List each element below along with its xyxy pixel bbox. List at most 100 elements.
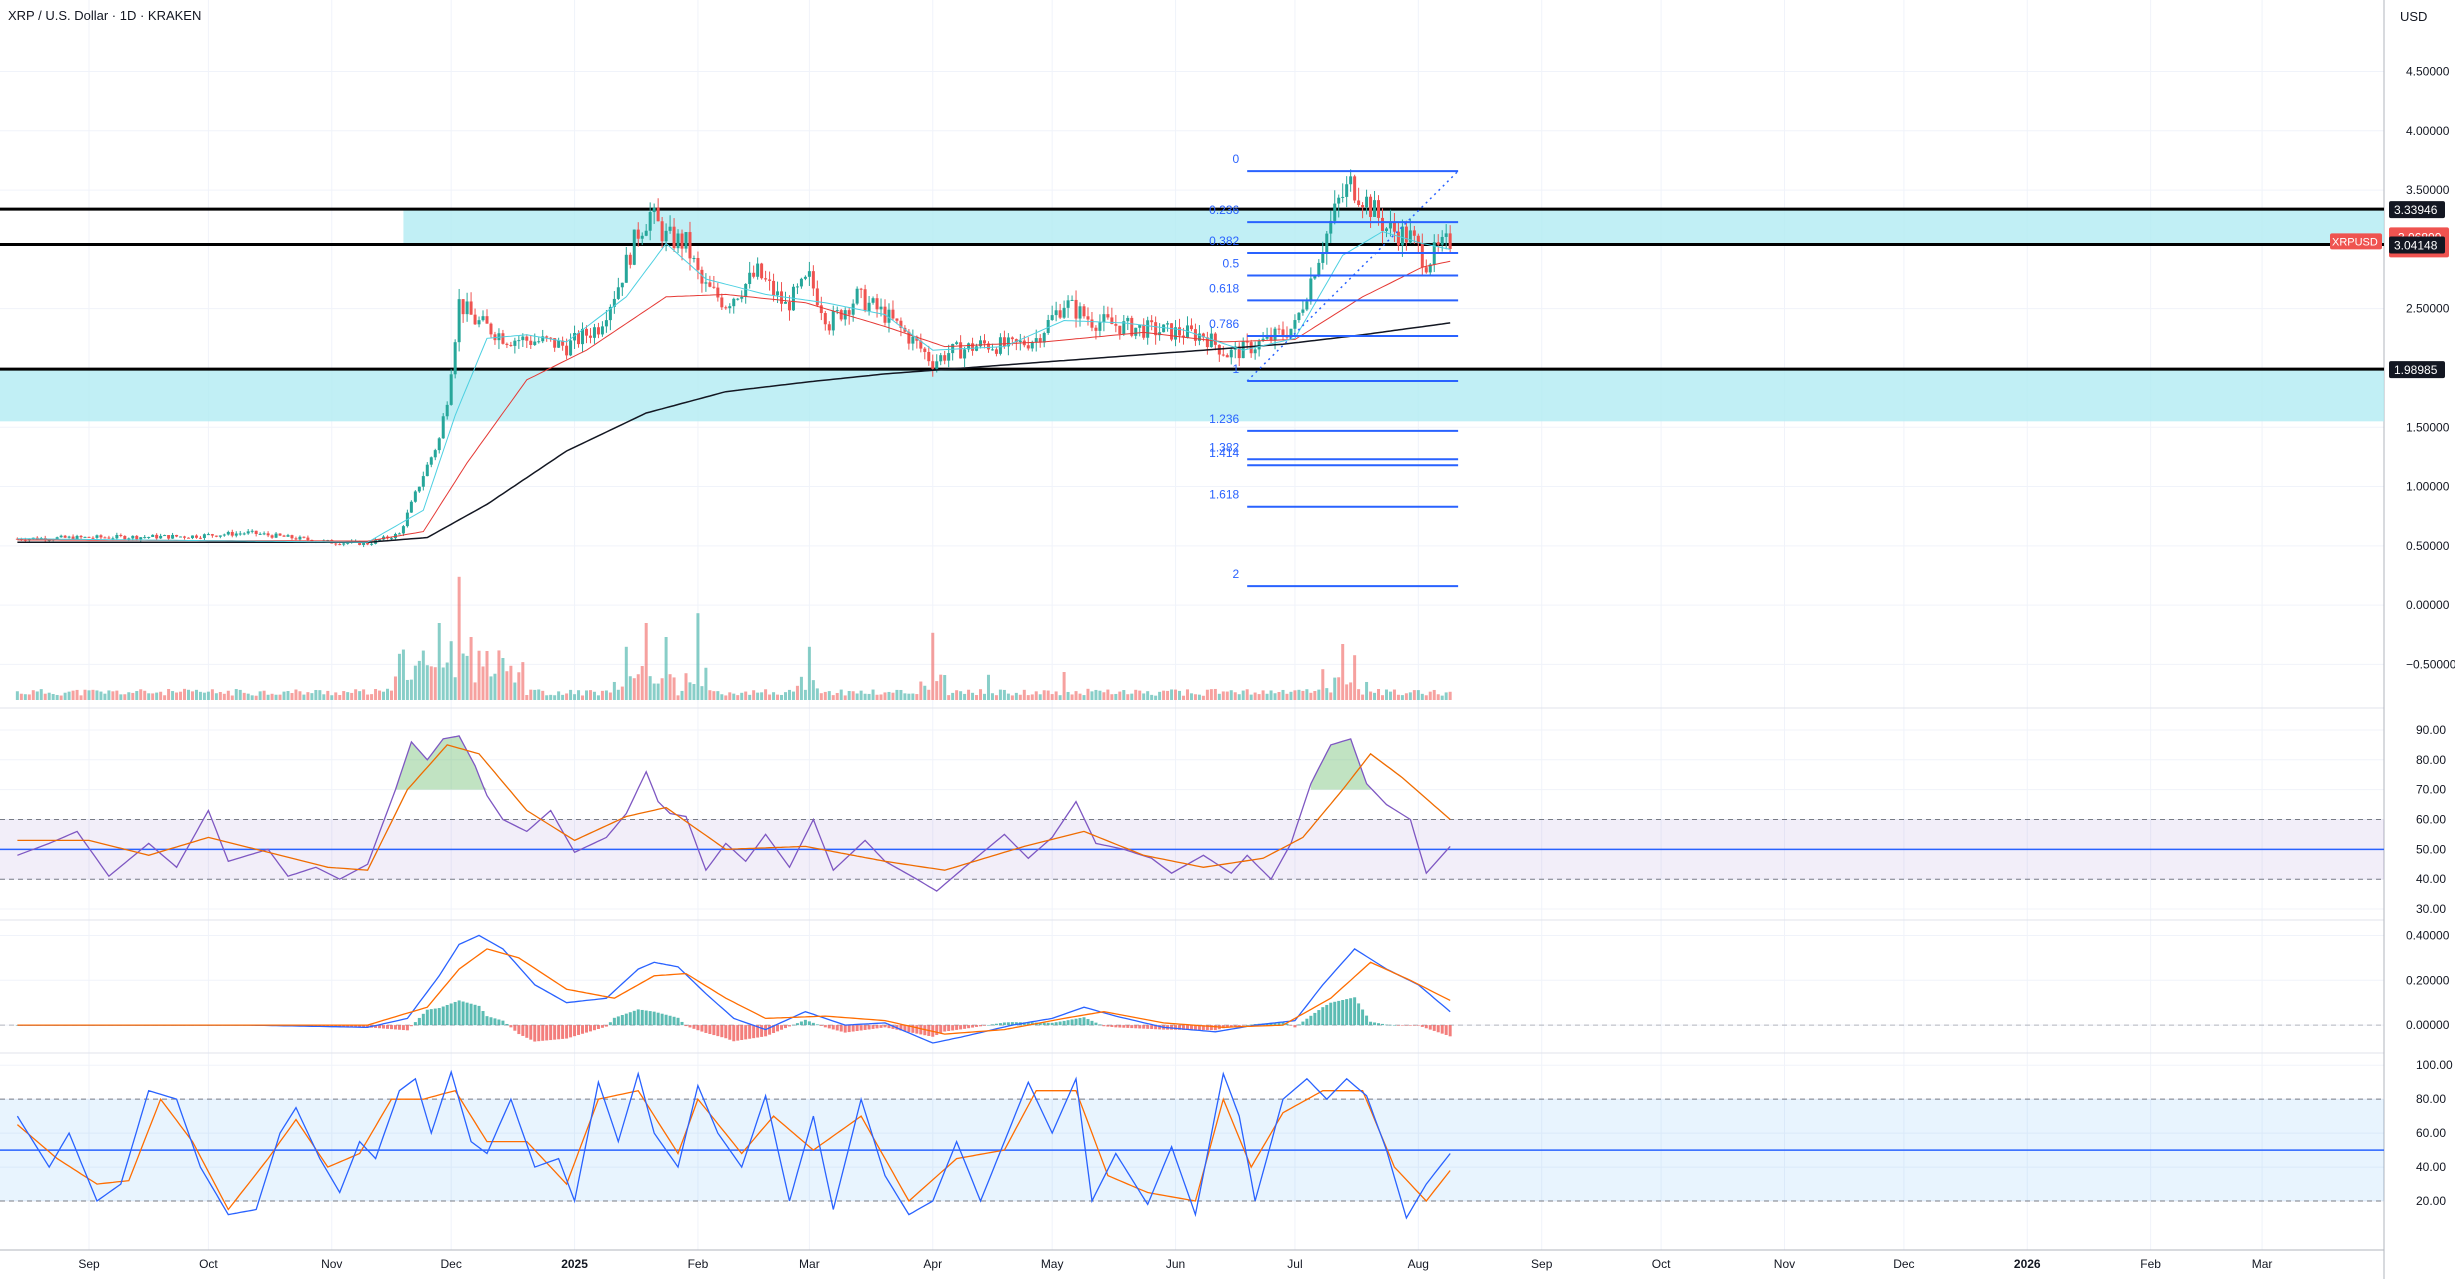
candle-body[interactable] (863, 289, 867, 312)
candle-body[interactable] (592, 327, 596, 338)
candle-body[interactable] (700, 269, 704, 284)
candle-body[interactable] (823, 313, 827, 325)
candle-body[interactable] (1273, 328, 1277, 341)
candle-body[interactable] (1448, 233, 1452, 249)
candle-body[interactable] (1213, 333, 1217, 345)
candle-body[interactable] (87, 536, 91, 538)
candle-body[interactable] (887, 309, 891, 323)
candle-body[interactable] (1134, 327, 1138, 336)
candle-body[interactable] (1345, 184, 1349, 197)
candle-body[interactable] (1158, 332, 1162, 336)
candle-body[interactable] (95, 535, 99, 538)
candle-body[interactable] (135, 535, 139, 540)
candle-body[interactable] (1392, 222, 1396, 232)
candle-body[interactable] (1197, 333, 1201, 341)
candle-body[interactable] (469, 301, 473, 315)
candle-body[interactable] (1150, 320, 1154, 323)
candle-body[interactable] (179, 536, 183, 538)
candle-body[interactable] (1313, 276, 1317, 279)
candle-body[interactable] (513, 340, 517, 346)
candle-body[interactable] (1424, 267, 1428, 273)
candle-body[interactable] (1193, 329, 1197, 341)
candle-body[interactable] (600, 326, 604, 335)
candle-body[interactable] (222, 534, 226, 536)
candle-body[interactable] (286, 535, 290, 537)
candle-body[interactable] (457, 299, 461, 343)
candle-body[interactable] (1205, 337, 1209, 348)
candle-body[interactable] (708, 282, 712, 287)
candle-body[interactable] (63, 535, 67, 538)
candle-body[interactable] (1404, 226, 1408, 243)
level-price-badge[interactable] (2389, 236, 2445, 254)
candle-body[interactable] (1245, 341, 1249, 343)
candle-body[interactable] (1337, 197, 1341, 204)
candle-body[interactable] (31, 537, 35, 539)
candle-body[interactable] (990, 349, 994, 351)
candle-body[interactable] (1317, 262, 1321, 277)
candle-body[interactable] (943, 355, 947, 361)
candle-body[interactable] (107, 537, 111, 539)
candle-body[interactable] (258, 533, 262, 535)
candle-body[interactable] (907, 331, 911, 344)
candle-body[interactable] (83, 536, 87, 538)
candle-body[interactable] (604, 320, 608, 327)
candle-body[interactable] (1042, 333, 1046, 343)
candle-body[interactable] (115, 534, 119, 539)
candle-body[interactable] (680, 233, 684, 249)
candle-body[interactable] (397, 533, 401, 535)
candle-body[interactable] (732, 298, 736, 307)
candle-body[interactable] (787, 301, 791, 311)
candle-body[interactable] (728, 306, 732, 309)
candle-body[interactable] (724, 307, 728, 309)
candle-body[interactable] (1189, 325, 1193, 330)
candle-body[interactable] (1333, 203, 1337, 221)
candle-body[interactable] (489, 323, 493, 335)
candle-body[interactable] (971, 343, 975, 351)
candle-body[interactable] (1138, 324, 1142, 328)
candle-body[interactable] (1154, 322, 1158, 336)
candle-body[interactable] (624, 254, 628, 283)
candle-body[interactable] (656, 207, 660, 222)
candle-body[interactable] (1010, 337, 1014, 340)
candle-body[interactable] (545, 336, 549, 338)
candle-body[interactable] (955, 342, 959, 344)
candle-body[interactable] (1329, 220, 1333, 234)
candle-body[interactable] (1178, 327, 1182, 336)
candle-body[interactable] (1082, 306, 1086, 317)
candle-body[interactable] (1170, 323, 1174, 340)
candle-body[interactable] (947, 353, 951, 361)
candle-body[interactable] (652, 207, 656, 213)
candle-body[interactable] (1384, 228, 1388, 231)
candle-body[interactable] (588, 335, 592, 338)
candle-body[interactable] (163, 535, 167, 537)
candle-body[interactable] (346, 542, 350, 544)
candle-body[interactable] (967, 343, 971, 350)
candle-body[interactable] (334, 543, 338, 545)
candle-body[interactable] (1090, 319, 1094, 328)
candle-body[interactable] (1257, 341, 1261, 350)
candle-body[interactable] (799, 278, 803, 287)
candle-body[interactable] (1369, 196, 1373, 217)
candle-body[interactable] (998, 337, 1002, 354)
candle-body[interactable] (183, 536, 187, 538)
candle-body[interactable] (171, 534, 175, 539)
candle-body[interactable] (839, 310, 843, 320)
candle-body[interactable] (736, 298, 740, 300)
candle-body[interactable] (994, 349, 998, 354)
candle-body[interactable] (1361, 205, 1365, 208)
candle-body[interactable] (1106, 314, 1110, 318)
candle-body[interactable] (803, 276, 807, 279)
candle-body[interactable] (1416, 235, 1420, 244)
candle-body[interactable] (704, 282, 708, 284)
candle-body[interactable] (338, 544, 342, 546)
candle-body[interactable] (302, 536, 306, 538)
candle-body[interactable] (59, 535, 63, 538)
candle-body[interactable] (517, 340, 521, 342)
candle-body[interactable] (1420, 243, 1424, 268)
candle-body[interactable] (979, 340, 983, 347)
candle-body[interactable] (529, 340, 533, 345)
candle-body[interactable] (1353, 176, 1357, 201)
candle-body[interactable] (1444, 233, 1448, 237)
candle-body[interactable] (1006, 337, 1010, 347)
